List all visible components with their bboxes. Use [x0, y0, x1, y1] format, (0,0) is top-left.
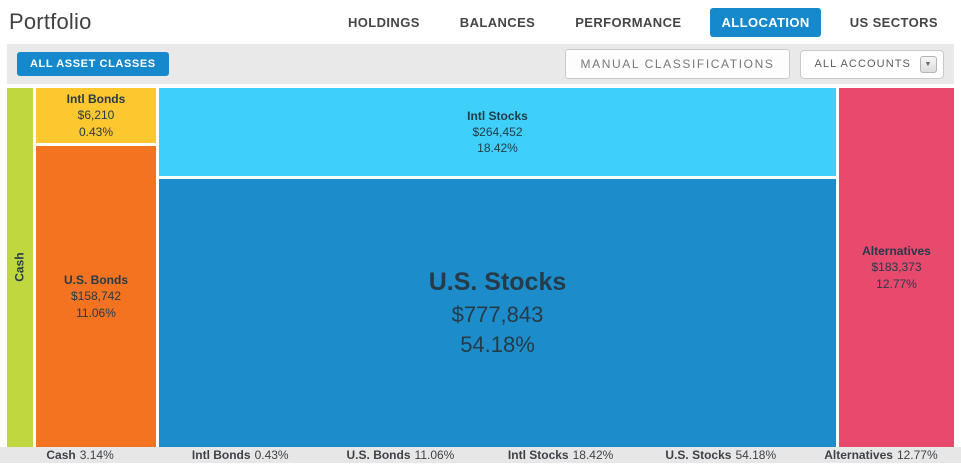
tab-balances[interactable]: BALANCES [459, 14, 536, 30]
tab-holdings[interactable]: HOLDINGS [347, 14, 420, 30]
treemap-box-intl-bonds[interactable]: Intl Bonds $6,210 0.43% [36, 88, 156, 143]
manual-classifications-button[interactable]: MANUAL CLASSIFICATIONS [564, 49, 791, 79]
treemap-box-us-stocks-amount: $777,843 [451, 302, 544, 328]
treemap-box-us-stocks-percent: 54.18% [460, 331, 535, 357]
legend-intl-bonds-percent: 0.43% [254, 448, 289, 462]
treemap-box-alternatives[interactable]: Alternatives $183,373 12.77% [839, 88, 954, 447]
treemap-box-intl-stocks-label: Intl Stocks [467, 108, 528, 123]
tab-us-sectors[interactable]: US SECTORS [849, 14, 938, 30]
legend-intl-stocks-percent: 18.42% [572, 448, 614, 462]
legend-intl-bonds-label: Intl Bonds [191, 448, 251, 462]
treemap-box-alternatives-label: Alternatives [862, 244, 931, 259]
treemap-box-intl-stocks[interactable]: Intl Stocks $264,452 18.42% [159, 88, 836, 176]
legend-us-bonds-label: U.S. Bonds [346, 448, 411, 462]
treemap-box-us-bonds-amount: $158,742 [70, 289, 122, 304]
legend-alternatives-percent: 12.77% [896, 448, 938, 462]
toolbar-right: MANUAL CLASSIFICATIONS ALL ACCOUNTS ▼ [564, 49, 944, 79]
legend-intl-stocks-label: Intl Stocks [507, 448, 569, 462]
legend-item-intl-stocks: Intl Stocks 18.42% [481, 448, 641, 462]
treemap-box-us-stocks[interactable]: U.S. Stocks $777,843 54.18% [159, 179, 836, 447]
legend-item-alternatives: Alternatives 12.77% [801, 448, 961, 462]
treemap-box-intl-stocks-percent: 18.42% [477, 141, 518, 156]
treemap-box-cash[interactable]: Cash [7, 88, 33, 447]
treemap-box-us-stocks-label: U.S. Stocks [428, 268, 567, 297]
legend-us-stocks-label: U.S. Stocks [665, 448, 732, 462]
nav-tabs: HOLDINGS BALANCES PERFORMANCE ALLOCATION… [319, 7, 949, 37]
tab-allocation[interactable]: ALLOCATION [710, 7, 821, 37]
toolbar: ALL ASSET CLASSES MANUAL CLASSIFICATIONS… [7, 44, 954, 84]
treemap-box-intl-stocks-amount: $264,452 [472, 124, 523, 139]
all-accounts-dropdown[interactable]: ALL ACCOUNTS ▼ [800, 49, 944, 79]
legend-alternatives-label: Alternatives [824, 448, 893, 462]
treemap-box-cash-label: Cash [12, 252, 27, 283]
legend-item-us-stocks: U.S. Stocks 54.18% [641, 448, 801, 462]
legend-cash-percent: 3.14% [79, 448, 114, 462]
treemap-box-intl-bonds-label: Intl Bonds [66, 92, 126, 107]
treemap-box-intl-bonds-amount: $6,210 [77, 108, 115, 123]
treemap-box-us-bonds-label: U.S. Bonds [63, 273, 128, 288]
legend-us-bonds-percent: 11.06% [414, 448, 455, 462]
all-accounts-dropdown-value: ALL ACCOUNTS [814, 58, 911, 70]
treemap-box-intl-bonds-percent: 0.43% [78, 124, 114, 139]
legend-item-us-bonds: U.S. Bonds 11.06% [320, 448, 480, 462]
legend-item-cash: Cash 3.14% [0, 448, 160, 462]
tab-performance[interactable]: PERFORMANCE [575, 14, 682, 30]
all-asset-classes-button[interactable]: ALL ASSET CLASSES [17, 52, 169, 76]
treemap-box-us-bonds-percent: 11.06% [76, 305, 116, 320]
allocation-legend: Cash 3.14% Intl Bonds 0.43% U.S. Bonds 1… [0, 447, 961, 463]
chevron-down-icon[interactable]: ▼ [920, 55, 937, 73]
page-title: Portfolio [9, 9, 92, 34]
treemap-box-alternatives-amount: $183,373 [871, 260, 922, 275]
treemap-box-alternatives-percent: 12.77% [876, 276, 917, 291]
legend-item-intl-bonds: Intl Bonds 0.43% [160, 448, 320, 462]
allocation-treemap: Cash Intl Bonds $6,210 0.43% U.S. Bonds … [7, 88, 954, 447]
legend-cash-label: Cash [46, 448, 76, 462]
page-header: Portfolio HOLDINGS BALANCES PERFORMANCE … [0, 0, 961, 44]
treemap-box-us-bonds[interactable]: U.S. Bonds $158,742 11.06% [36, 146, 156, 447]
legend-us-stocks-percent: 54.18% [735, 448, 777, 462]
